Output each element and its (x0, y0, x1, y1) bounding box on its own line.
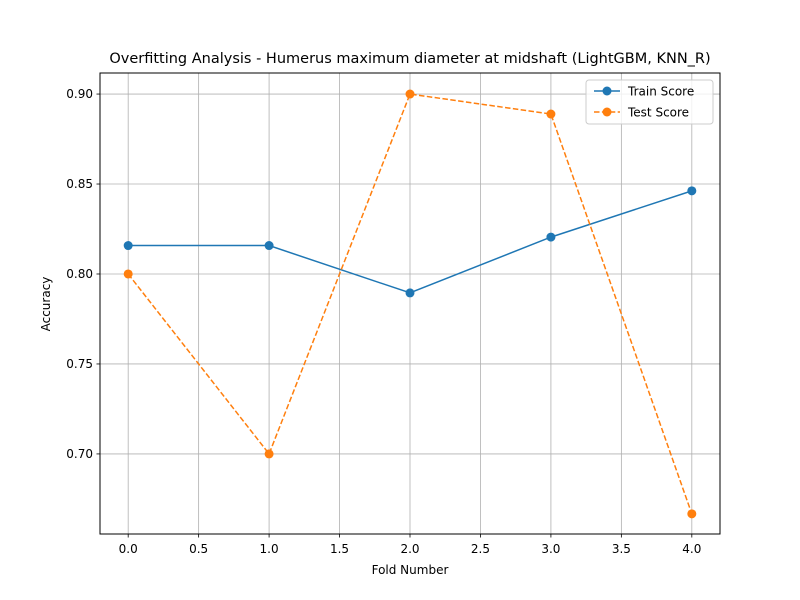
legend-label-test-score: Test Score (627, 106, 689, 120)
legend-marker-train-score (602, 86, 612, 96)
x-tick-label: 0.0 (119, 542, 138, 556)
y-axis-label: Accuracy (39, 277, 53, 332)
legend-label-train-score: Train Score (627, 85, 694, 99)
x-tick-label: 3.5 (612, 542, 631, 556)
x-tick-label: 1.0 (260, 542, 279, 556)
x-tick-label: 3.0 (541, 542, 560, 556)
x-tick-label: 1.5 (330, 542, 349, 556)
y-tick-label: 0.80 (66, 267, 93, 281)
legend: Train Score Test Score (585, 79, 714, 125)
train-score-point (546, 232, 556, 242)
y-tick-label: 0.85 (66, 177, 93, 191)
test-score-line (127, 93, 693, 515)
y-tick-label: 0.90 (66, 87, 93, 101)
train-score-point (123, 241, 133, 251)
train-score-point (405, 288, 415, 298)
test-score-point (687, 509, 697, 519)
x-axis-label: Fold Number (372, 563, 449, 577)
ticks: 0.0 0.5 1.0 1.5 2.0 2.5 3.0 3.5 4.0 0.70 0.75 0.80 0… (66, 87, 701, 556)
test-score-point (264, 449, 274, 459)
series-layer (123, 89, 697, 519)
x-tick-label: 2.0 (400, 542, 419, 556)
test-score-point (546, 109, 556, 119)
legend-marker-test-score (602, 107, 612, 117)
train-score-point (264, 241, 274, 251)
x-tick-label: 2.5 (471, 542, 490, 556)
y-tick-label: 0.75 (66, 357, 93, 371)
x-tick-label: 4.0 (682, 542, 701, 556)
chart-title: Overfitting Analysis - Humerus maximum d… (109, 51, 710, 67)
test-score-point (123, 269, 133, 279)
test-score-point (405, 89, 415, 99)
y-tick-label: 0.70 (66, 447, 93, 461)
x-tick-label: 0.5 (189, 542, 208, 556)
train-score-point (687, 186, 697, 196)
